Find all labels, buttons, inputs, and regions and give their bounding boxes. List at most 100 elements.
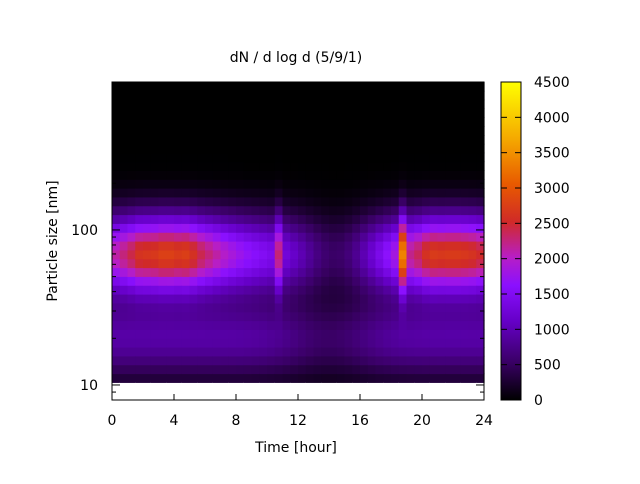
heatmap-cell [205, 90, 214, 101]
heatmap-cell [344, 232, 353, 242]
heatmap-cell [352, 161, 361, 171]
heatmap-cell [135, 205, 144, 216]
heatmap-cell [367, 241, 377, 251]
heatmap-cell [329, 188, 338, 198]
heatmap-cell [422, 214, 431, 224]
heatmap-cell [445, 99, 454, 110]
heatmap-cell [298, 152, 307, 163]
heatmap-cell [468, 355, 477, 366]
heatmap-cell [212, 294, 222, 304]
heatmap-cell [251, 329, 260, 339]
heatmap-cell [329, 364, 338, 375]
heatmap-cell [360, 294, 369, 304]
heatmap-cell [189, 347, 198, 357]
heatmap-cell [453, 276, 462, 286]
heatmap-cell [383, 285, 392, 295]
heatmap-cell [197, 161, 206, 171]
heatmap-cell [135, 311, 144, 322]
heatmap-cell [313, 214, 322, 224]
heatmap-cell [453, 364, 462, 375]
heatmap-cell [352, 258, 361, 269]
heatmap-cell [220, 179, 229, 189]
heatmap-cell [212, 179, 222, 189]
heatmap-cell [158, 170, 167, 180]
heatmap-cell [236, 232, 245, 242]
heatmap-cell [119, 249, 129, 260]
heatmap-cell [112, 99, 121, 110]
heatmap-cell [329, 329, 338, 339]
heatmap-cell [414, 223, 423, 233]
heatmap-cell [143, 108, 152, 118]
heatmap-cell [135, 82, 144, 92]
heatmap-cell [406, 205, 415, 216]
heatmap-cell [336, 320, 346, 330]
heatmap-cell [414, 302, 423, 313]
heatmap-cell [305, 161, 315, 171]
heatmap-cell [398, 364, 408, 375]
heatmap-cell [243, 188, 253, 198]
colorbar-tick-label: 4500 [534, 75, 570, 91]
heatmap-cell [437, 364, 446, 375]
heatmap-cell [468, 108, 477, 118]
heatmap-cell [414, 135, 423, 145]
heatmap-cell [119, 196, 129, 207]
heatmap-cell [127, 179, 136, 189]
heatmap-cell [329, 161, 338, 171]
heatmap-cell [251, 276, 260, 286]
heatmap-cell [251, 196, 260, 207]
heatmap-cell [360, 170, 369, 180]
heatmap-cell [251, 152, 260, 163]
heatmap-cell [445, 170, 454, 180]
heatmap-cell [398, 373, 408, 383]
heatmap-cell [236, 311, 245, 322]
heatmap-cell [344, 267, 353, 277]
heatmap-cell [150, 302, 160, 313]
heatmap-cell [282, 170, 291, 180]
heatmap-cell [460, 355, 470, 366]
heatmap-cell [429, 285, 439, 295]
heatmap-cell [119, 223, 129, 233]
heatmap-cell [298, 82, 307, 92]
heatmap-cell [143, 311, 152, 322]
heatmap-cell [360, 214, 369, 224]
heatmap-cell [228, 196, 237, 207]
heatmap-cell [212, 170, 222, 180]
heatmap-cell [422, 99, 431, 110]
heatmap-cell [298, 373, 307, 383]
heatmap-cell [228, 82, 237, 92]
heatmap-cell [429, 223, 439, 233]
heatmap-cell [205, 285, 214, 295]
heatmap-cell [476, 90, 485, 101]
heatmap-cell [236, 355, 245, 366]
heatmap-cell [414, 232, 423, 242]
heatmap-cell [453, 108, 462, 118]
heatmap-cell [305, 320, 315, 330]
heatmap-cell [259, 355, 268, 366]
heatmap-cell [476, 179, 485, 189]
heatmap-cell [406, 391, 415, 401]
heatmap-cell [367, 99, 377, 110]
heatmap-cell [197, 382, 206, 392]
heatmap-cell [429, 311, 439, 322]
heatmap-cell [406, 320, 415, 330]
heatmap-cell [453, 241, 462, 251]
heatmap-cell [259, 135, 268, 145]
heatmap-cell [135, 285, 144, 295]
heatmap-cell [391, 382, 400, 392]
heatmap-cell [367, 188, 377, 198]
heatmap-cell [127, 329, 136, 339]
heatmap-cell [181, 338, 191, 348]
heatmap-cell [282, 364, 291, 375]
heatmap-cell [367, 135, 377, 145]
heatmap-cell [251, 320, 260, 330]
heatmap-cell [460, 241, 470, 251]
heatmap-cell [267, 179, 276, 189]
heatmap-cell [158, 205, 167, 216]
heatmap-cell [360, 302, 369, 313]
heatmap-cell [166, 373, 175, 383]
heatmap-cell [352, 302, 361, 313]
heatmap-cell [135, 373, 144, 383]
heatmap-cell [453, 214, 462, 224]
heatmap-cell [267, 135, 276, 145]
heatmap-cell [445, 267, 454, 277]
